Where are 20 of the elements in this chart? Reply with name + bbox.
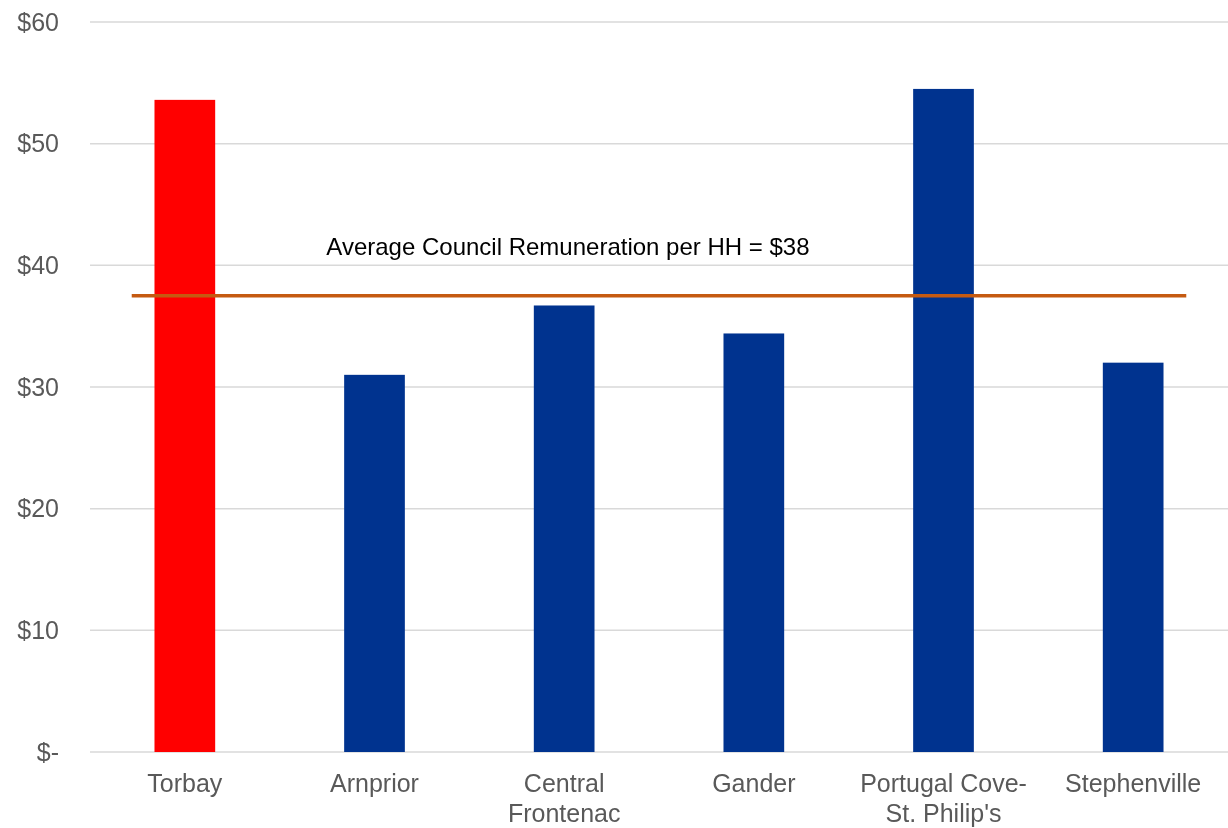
y-tick-label: $50 [17, 129, 59, 158]
bar [344, 374, 405, 752]
bar [723, 333, 785, 752]
bar [154, 99, 216, 752]
y-tick-label: $60 [17, 7, 59, 36]
y-tick-label: $10 [17, 616, 59, 645]
bar [913, 88, 974, 752]
x-tick-label: Torbay [147, 769, 223, 797]
y-tick-label: $30 [17, 372, 59, 401]
bar [533, 305, 595, 752]
y-tick-label: $- [36, 737, 59, 766]
x-tick-label: Arnprior [330, 769, 419, 797]
x-tick-label: Central Frontenac [507, 769, 621, 827]
bar [1102, 362, 1164, 752]
x-tick-label: Gander [712, 769, 796, 797]
y-tick-label: $40 [17, 251, 59, 280]
y-tick-label: $20 [17, 494, 59, 523]
ref-line-label: Average Council Remuneration per HH = $38 [326, 232, 810, 260]
x-tick-label: Portugal Cove-St. Philip's [860, 769, 1027, 827]
x-tick-label: Stephenville [1065, 769, 1202, 797]
